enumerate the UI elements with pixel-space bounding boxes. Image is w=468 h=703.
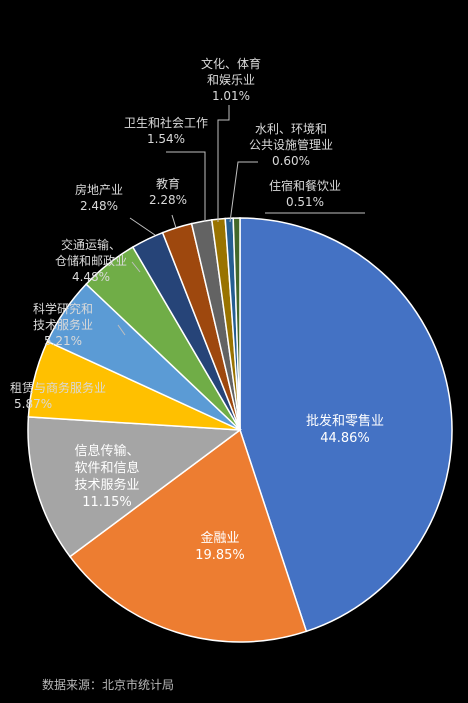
slice-value: 5.21% [44, 334, 82, 348]
slice-label: 水利、环境和公共设施管理业 0.60% [249, 121, 333, 168]
leader-line [229, 161, 258, 223]
slice-label: 金融业 19.85% [195, 530, 245, 563]
slice-label: 租赁与商务服务业 5.87% [10, 380, 106, 411]
slice-value: 44.86% [320, 431, 370, 446]
source-note: 数据来源：北京市统计局 [42, 678, 175, 692]
leader-line [217, 105, 230, 222]
slice-value: 0.51% [286, 195, 324, 209]
slice-label: 房地产业 2.48% [75, 182, 123, 213]
slice-value: 2.48% [80, 199, 118, 213]
slice-label: 信息传输、软件和信息技术服务业 11.15% [74, 443, 139, 510]
slice-value: 1.01% [212, 89, 250, 103]
slice-label: 住宿和餐饮业 0.51% [269, 178, 341, 209]
pie-slice [68, 428, 308, 643]
slice-label: 交通运输、仓储和邮政业 4.48% [55, 237, 127, 284]
slice-value: 0.60% [272, 154, 310, 168]
slice-value: 2.28% [149, 193, 187, 207]
slice-value: 19.85% [195, 548, 245, 563]
leader-line [117, 324, 126, 336]
slice-value: 5.87% [14, 397, 52, 411]
slice-value: 4.48% [72, 270, 110, 284]
leader-line [166, 151, 206, 222]
pie-slice [27, 416, 243, 558]
slice-label: 科学研究和技术服务业 5.21% [33, 301, 93, 348]
leader-line [171, 214, 177, 229]
slice-label: 文化、体育和娱乐业 1.01% [201, 56, 261, 103]
slice-value: 1.54% [147, 132, 185, 146]
pie-slice [239, 217, 453, 633]
slice-label: 卫生和社会工作 1.54% [124, 115, 208, 146]
slice-label: 批发和零售业 44.86% [306, 413, 384, 446]
pie-slice [232, 217, 241, 431]
leader-line [131, 261, 141, 273]
slice-value: 11.15% [82, 495, 132, 510]
slice-label: 教育 2.28% [149, 176, 187, 207]
leader-line [129, 217, 156, 236]
